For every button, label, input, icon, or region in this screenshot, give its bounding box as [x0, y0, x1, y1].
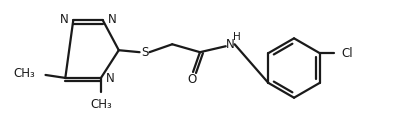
- Text: CH₃: CH₃: [90, 98, 112, 111]
- Text: CH₃: CH₃: [14, 67, 36, 80]
- Text: H: H: [233, 32, 241, 42]
- Text: N: N: [226, 38, 235, 51]
- Text: N: N: [59, 13, 68, 26]
- Text: Cl: Cl: [342, 47, 353, 60]
- Text: O: O: [187, 73, 196, 86]
- Text: S: S: [141, 46, 148, 59]
- Text: N: N: [108, 13, 117, 26]
- Text: N: N: [106, 72, 115, 85]
